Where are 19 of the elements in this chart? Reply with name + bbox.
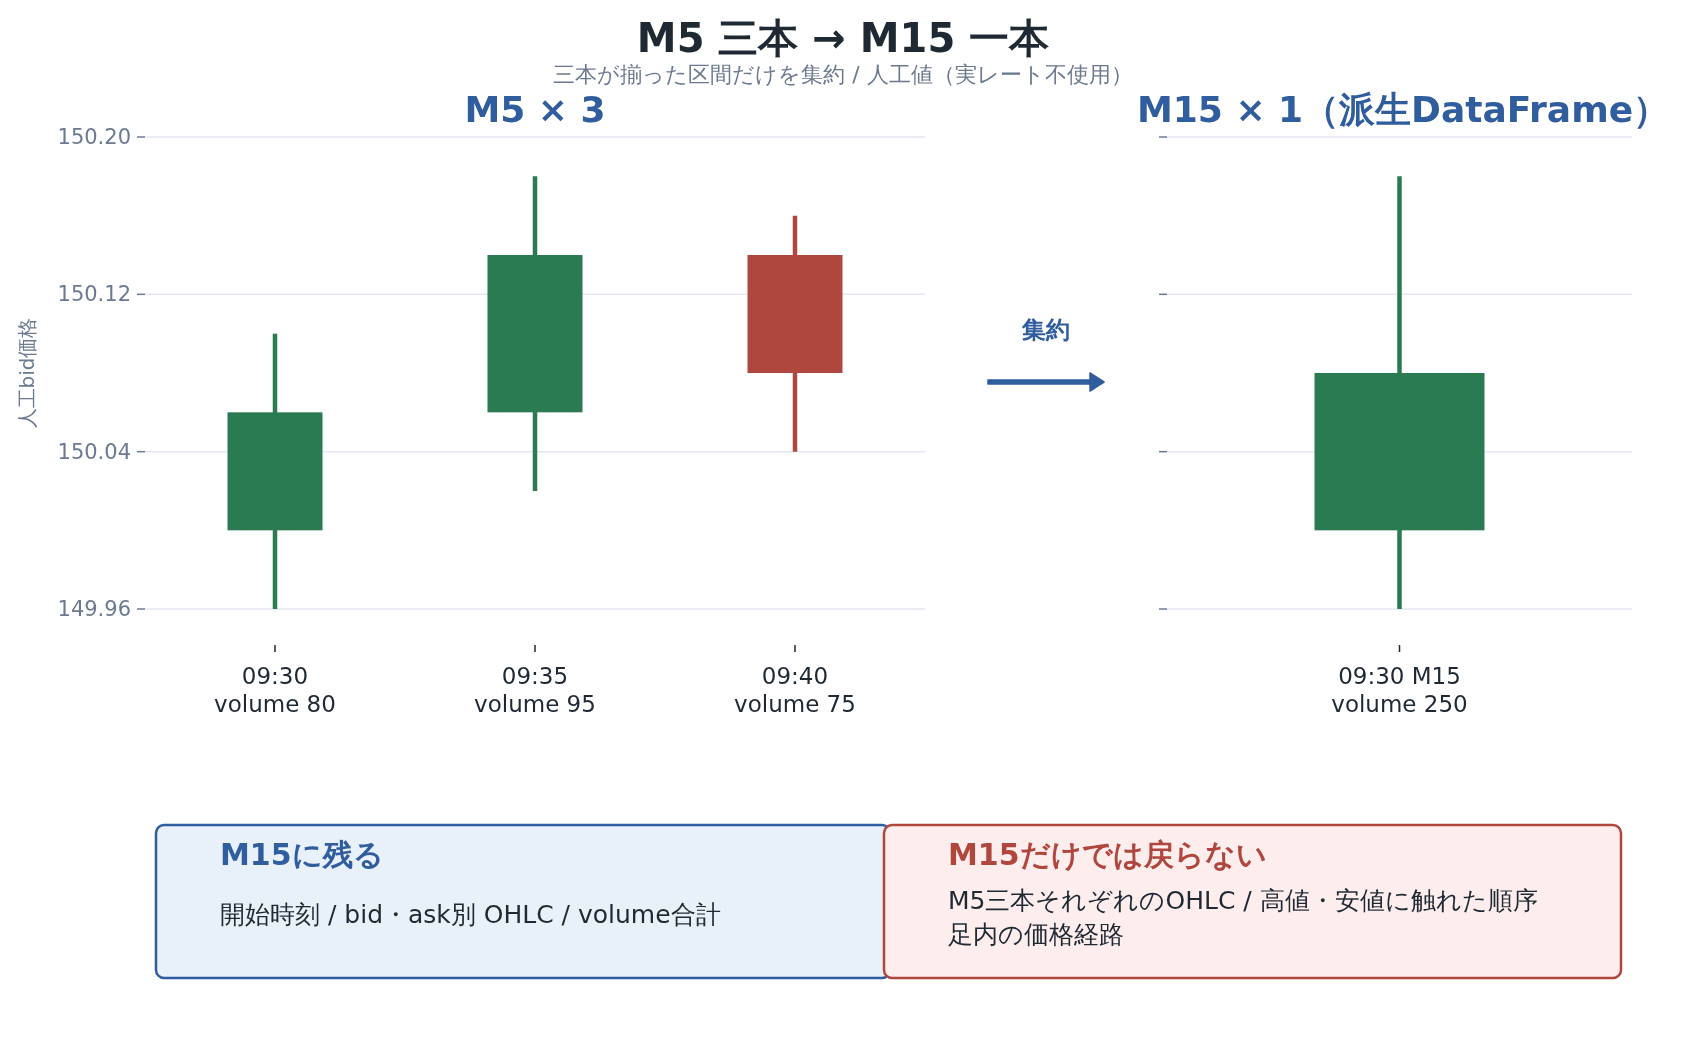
y-tick-label: 150.12 (57, 282, 131, 307)
chart-title: M15 × 1（派生DataFrame） (1136, 89, 1670, 130)
x-tick-label: 09:40 volume 75 (734, 663, 856, 717)
chart-title: M5 × 3 (464, 89, 606, 130)
text: M15だけでは戻らない (948, 837, 1267, 872)
text: 三本が揃った区間だけを集約 / 人工値（実レート不使用） (553, 62, 1133, 87)
text: 開始時刻 / bid・ask別 OHLC / volume合計 (220, 900, 721, 929)
y-axis-title: 人工bid価格 (15, 317, 39, 429)
y-tick-label: 150.20 (57, 125, 131, 149)
text: 集約 (1021, 316, 1070, 344)
text: M5三本それぞれのOHLC / 高値・安値に触れた順序 (948, 886, 1538, 915)
x-tick-label: 09:30 M15 volume 250 (1331, 663, 1468, 717)
x-tick-label: 09:35 volume 95 (474, 663, 596, 717)
y-tick-label: 149.96 (57, 597, 131, 621)
text: M15に残る (220, 837, 384, 872)
text: M5 三本 → M15 一本 (636, 15, 1050, 61)
text: 足内の価格経路 (948, 920, 1124, 949)
y-tick-label: 150.04 (57, 439, 131, 464)
x-tick-label: 09:30 volume 80 (214, 663, 336, 717)
